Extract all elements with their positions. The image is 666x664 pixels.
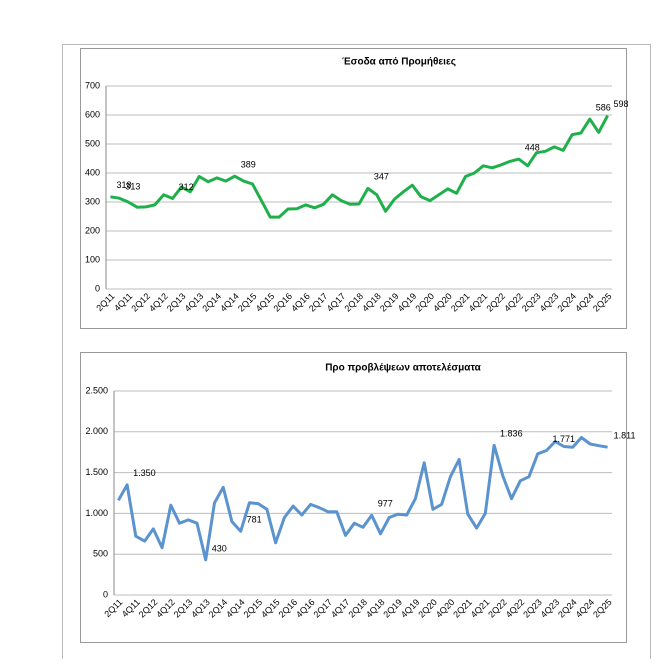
y-tick-label: 700 — [85, 80, 100, 90]
y-tick-label: 300 — [85, 196, 100, 206]
chart-title: Προ προβλέψεων αποτελέσματα — [325, 363, 481, 374]
data-label: 1.771 — [552, 434, 575, 444]
data-label: 389 — [241, 160, 256, 170]
chart-frame — [80, 48, 627, 329]
chart-title: Έσοδα από Προμήθειες — [342, 57, 456, 68]
y-tick-label: 500 — [85, 138, 100, 148]
data-label: 1.836 — [500, 429, 523, 439]
data-label: 1.811 — [614, 431, 636, 441]
data-label: 313 — [125, 182, 140, 192]
data-label: 781 — [247, 515, 262, 525]
data-label: 586 — [596, 102, 611, 112]
y-tick-label: 0 — [95, 283, 100, 293]
y-tick-label: 400 — [85, 167, 100, 177]
y-tick-label: 0 — [103, 589, 108, 599]
y-tick-label: 500 — [93, 549, 108, 559]
y-tick-label: 1.000 — [85, 508, 108, 518]
outer-frame — [62, 44, 651, 664]
line — [110, 114, 609, 219]
data-label: 448 — [525, 142, 540, 152]
data-label: 977 — [378, 499, 393, 509]
data-label: 598 — [614, 99, 629, 109]
y-tick-label: 100 — [85, 254, 100, 264]
chart-frame — [80, 352, 627, 643]
y-tick-label: 2.000 — [85, 426, 108, 436]
data-label: 318 — [116, 180, 131, 190]
data-label: 347 — [374, 172, 389, 182]
y-tick-label: 2.500 — [85, 385, 108, 395]
data-label: 312 — [179, 182, 194, 192]
y-tick-label: 200 — [85, 225, 100, 235]
y-tick-label: 1.500 — [85, 467, 108, 477]
data-label: 1.350 — [133, 468, 156, 478]
line — [117, 436, 608, 562]
y-tick-label: 600 — [85, 109, 100, 119]
data-label: 430 — [212, 543, 227, 553]
